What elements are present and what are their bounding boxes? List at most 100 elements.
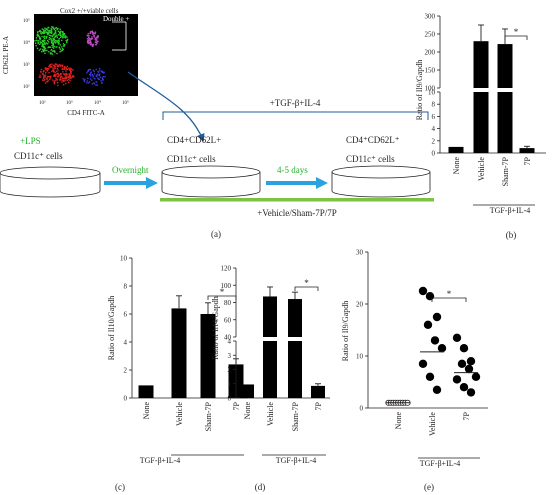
facs-dot xyxy=(91,31,94,33)
y-tick-label: 0 xyxy=(432,150,436,158)
facs-dot xyxy=(86,41,89,43)
facs-dot xyxy=(52,27,54,30)
data-point xyxy=(466,388,476,397)
facs-dot xyxy=(48,67,50,70)
facs-dot xyxy=(43,70,45,72)
facs-dot xyxy=(66,74,68,76)
facs-dot xyxy=(54,36,56,39)
facs-dot xyxy=(52,64,55,67)
facs-dot xyxy=(52,37,54,40)
data-point xyxy=(432,312,442,322)
petri-dish-2 xyxy=(161,165,261,198)
x-tick-label: None xyxy=(142,402,151,420)
facs-dot xyxy=(38,49,41,51)
facs-dot xyxy=(93,70,95,73)
facs-xtick: 10⁵ xyxy=(122,100,129,106)
facs-dot xyxy=(102,76,105,78)
facs-dot xyxy=(87,42,89,44)
panel-label-b: (b) xyxy=(506,230,517,240)
y-tick-label: 200 xyxy=(425,49,436,57)
facs-dot xyxy=(53,68,55,70)
facs-dot xyxy=(43,47,46,49)
facs-dot xyxy=(67,68,69,70)
facs-dot xyxy=(97,71,100,73)
facs-dot xyxy=(69,75,71,77)
facs-dot xyxy=(58,64,60,66)
x-tick-label: 7P xyxy=(523,156,532,165)
facs-dot xyxy=(49,31,51,34)
facs-dot xyxy=(39,43,41,46)
facs-dot xyxy=(89,32,91,34)
facs-dot xyxy=(48,38,50,41)
facs-dot xyxy=(42,40,44,43)
facs-dot xyxy=(44,43,46,46)
facs-dot xyxy=(61,64,64,66)
facs-dot xyxy=(44,49,47,52)
facs-dot xyxy=(97,70,99,73)
facs-dot xyxy=(93,32,95,34)
facs-dot xyxy=(54,27,56,30)
facs-dot xyxy=(64,79,66,81)
facs-dot xyxy=(86,38,89,40)
facs-dot xyxy=(41,32,44,34)
facs-dot xyxy=(70,77,73,79)
y-tick-label: 2 xyxy=(432,137,436,145)
y-tick-label: 3 xyxy=(228,352,232,360)
bar-lower xyxy=(288,341,302,398)
facs-dot xyxy=(39,30,41,33)
arrow-days xyxy=(266,177,328,189)
facs-dot xyxy=(46,81,48,83)
facs-dot xyxy=(53,45,55,48)
facs-dot xyxy=(60,79,62,81)
facs-dot xyxy=(53,32,56,35)
bar xyxy=(200,314,216,398)
facs-dot xyxy=(46,49,48,52)
facs-dot xyxy=(53,41,55,43)
y-tick-label: 150 xyxy=(425,67,436,75)
facs-dot xyxy=(62,77,64,79)
facs-dot xyxy=(87,70,89,72)
data-point xyxy=(457,359,467,368)
y-tick-label: 80 xyxy=(224,299,232,307)
facs-dot xyxy=(39,37,42,39)
facs-dot xyxy=(53,29,55,31)
facs-dot xyxy=(68,73,70,75)
facs-dot xyxy=(54,80,56,82)
facs-dot xyxy=(46,31,49,34)
significance-star: * xyxy=(514,27,519,37)
cell-label-3-line1: CD4⁺CD62L⁺ xyxy=(346,135,400,145)
facs-dot xyxy=(96,75,98,77)
facs-dot xyxy=(103,71,105,73)
facs-dot xyxy=(50,42,53,44)
data-point xyxy=(423,320,433,329)
facs-dot xyxy=(45,67,47,70)
chart-e: Ratio of Il9/Gapdh TGF-β+IL-4 (e) 0 10 20 3… xyxy=(341,249,488,492)
facs-dot xyxy=(94,33,96,35)
facs-dot xyxy=(37,42,39,45)
facs-dot xyxy=(91,73,94,76)
facs-dot xyxy=(99,70,101,72)
facs-dot xyxy=(43,37,46,39)
facs-dot xyxy=(38,36,41,38)
data-point xyxy=(418,286,428,296)
facs-dot xyxy=(59,44,61,46)
facs-dot xyxy=(57,39,60,42)
facs-dot xyxy=(56,41,58,43)
facs-dot xyxy=(93,77,96,80)
facs-dot xyxy=(64,35,67,37)
facs-dot xyxy=(95,41,97,43)
facs-dot xyxy=(40,71,42,73)
facs-dot xyxy=(49,30,51,32)
facs-dot xyxy=(100,80,102,82)
bar xyxy=(240,384,254,398)
facs-dot xyxy=(43,77,45,79)
facs-dot xyxy=(61,68,64,70)
facs-dot xyxy=(56,41,59,43)
data-point xyxy=(437,344,447,353)
data-point xyxy=(432,385,442,394)
facs-dot xyxy=(39,48,42,50)
significance-star: * xyxy=(447,289,452,299)
facs-dot xyxy=(50,46,52,48)
facs-dot xyxy=(97,36,99,38)
